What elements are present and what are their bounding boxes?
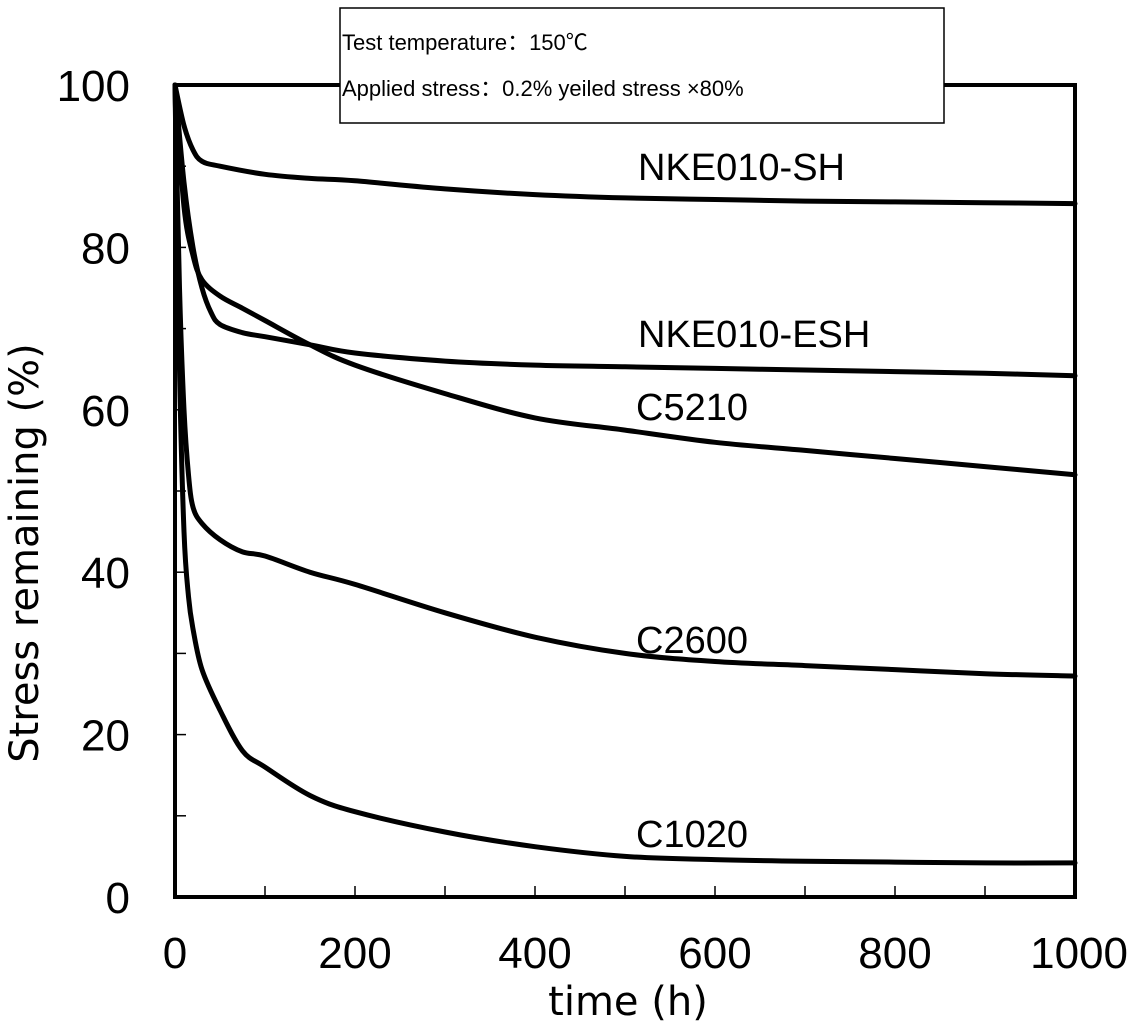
series-line-c1020 — [172, 82, 1078, 866]
test-temperature-note: Test temperature：150℃ — [342, 30, 588, 55]
y-tick-label: 0 — [106, 874, 130, 923]
y-tick-label: 100 — [57, 62, 130, 111]
series-labels: NKE010-SH NKE010-ESH C5210 C2600 C1020 — [636, 147, 870, 856]
series-label-nke010-esh: NKE010-ESH — [638, 314, 870, 356]
x-axis-title: time (h) — [548, 979, 708, 1022]
y-tick-label: 40 — [81, 549, 130, 598]
x-tick-label: 400 — [498, 929, 571, 978]
series-line-c5210 — [172, 82, 1078, 478]
tick-labels: 0 200 400 600 800 1000 0 20 40 60 80 100 — [57, 62, 1128, 978]
y-axis-title: Stress remaining (%) — [2, 343, 48, 763]
test-condition-box-frame — [339, 7, 945, 124]
test-condition-box: Test temperature：150℃ Applied stress：0.2… — [339, 7, 945, 124]
x-tick-label: 800 — [858, 929, 931, 978]
applied-stress-note: Applied stress：0.2% yeiled stress ×80% — [342, 76, 744, 101]
series-label-c1020: C1020 — [636, 814, 748, 856]
series-line-nke010-esh — [172, 82, 1078, 379]
series-line-c2600 — [172, 82, 1078, 679]
plot-frame — [173, 83, 1077, 899]
y-tick-label: 80 — [81, 224, 130, 273]
x-tick-label: 600 — [678, 929, 751, 978]
series-lines — [172, 82, 1078, 866]
series-label-c2600: C2600 — [636, 620, 748, 662]
x-tick-label: 1000 — [1030, 929, 1128, 978]
series-label-nke010-sh: NKE010-SH — [638, 147, 845, 189]
x-tick-label: 0 — [163, 929, 187, 978]
y-tick-label: 20 — [81, 712, 130, 761]
x-tick-label: 200 — [318, 929, 391, 978]
series-label-c5210: C5210 — [636, 387, 748, 429]
y-tick-label: 60 — [81, 387, 130, 436]
series-line-nke010-sh — [172, 82, 1078, 207]
